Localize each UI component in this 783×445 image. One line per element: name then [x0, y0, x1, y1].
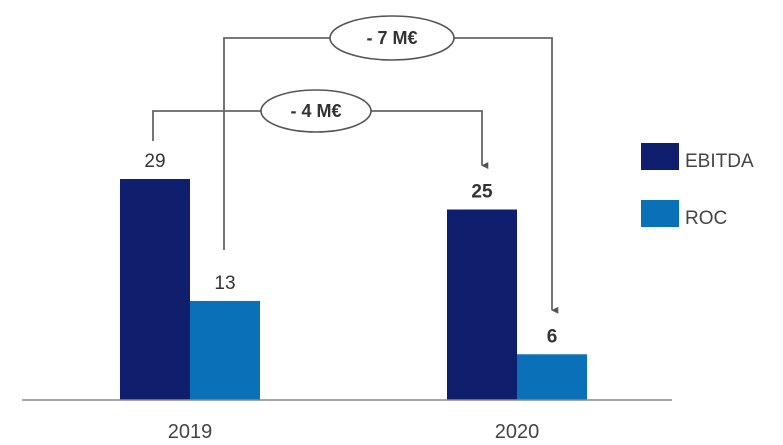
x-tick-label-2019: 2019: [168, 421, 213, 443]
data-label-roc-2019: 13: [214, 273, 235, 294]
data-label-roc-2020: 6: [547, 326, 558, 347]
data-label-ebitda-2020: 25: [471, 182, 493, 203]
callout-label-2: - 7 M€: [366, 28, 417, 48]
legend-swatch-roc: [641, 200, 679, 227]
data-labels-group: 29 13 25 6: [144, 151, 557, 347]
callout-label-1: - 4 M€: [290, 101, 341, 121]
callout-ellipse-1: [260, 89, 372, 133]
x-tick-label-2020: 2020: [495, 421, 540, 443]
legend-label-ebitda: EBITDA: [685, 151, 754, 172]
bar-roc-2019: [190, 300, 260, 400]
bar-ebitda-2020: [447, 209, 517, 400]
bar-roc-2020: [517, 354, 587, 400]
bar-ebitda-2019: [120, 179, 190, 400]
legend-label-roc: ROC: [685, 208, 727, 229]
callouts-group: - 4 M€ - 7 M€: [152, 15, 559, 314]
callout-ellipse-2: [329, 15, 455, 61]
data-label-ebitda-2019: 29: [144, 151, 165, 172]
legend: EBITDA ROC: [641, 143, 754, 229]
x-tick-labels: 2019 2020: [168, 421, 540, 443]
bars-group: [120, 179, 587, 400]
legend-swatch-ebitda: [641, 143, 679, 170]
